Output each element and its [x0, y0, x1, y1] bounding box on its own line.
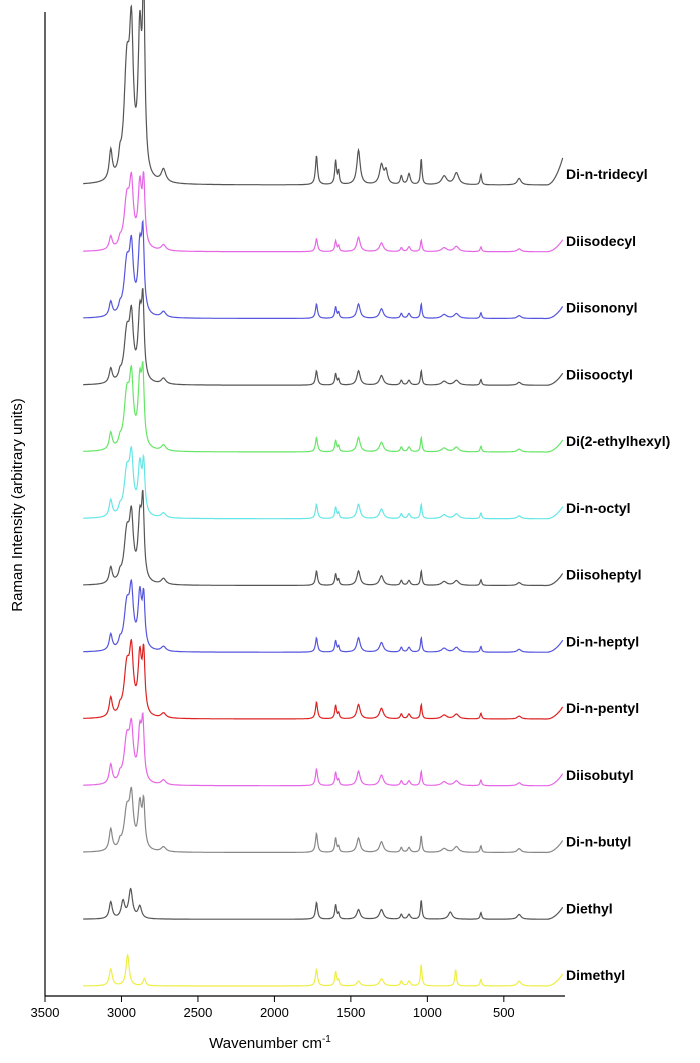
x-tick-label: 3000	[107, 1005, 136, 1020]
y-axis-title: Raman Intensity (arbitrary units)	[9, 398, 26, 611]
x-tick-label: 1000	[413, 1005, 442, 1020]
series-label-8: Di-n-pentyl	[566, 700, 639, 716]
spectrum-line-6	[83, 489, 564, 587]
spectrum-line-3	[83, 288, 564, 386]
series-label-3: Diisooctyl	[566, 366, 633, 382]
spectrum-line-7	[83, 579, 564, 653]
series-label-5: Di-n-octyl	[566, 500, 631, 516]
spectra-traces	[83, 0, 564, 987]
spectrum-line-0	[83, 0, 564, 186]
series-label-12: Dimethyl	[566, 967, 625, 983]
x-tick-label: 500	[493, 1005, 515, 1020]
spectrum-line-5	[83, 445, 564, 520]
series-labels: Di-n-tridecyl Diisodecyl Diisononyl Diisooc…	[566, 166, 670, 983]
series-label-0: Di-n-tridecyl	[566, 166, 648, 182]
x-tick-label: 1500	[336, 1005, 365, 1020]
series-label-2: Diisononyl	[566, 300, 638, 316]
spectrum-line-11	[83, 887, 564, 920]
series-label-10: Di-n-butyl	[566, 834, 631, 850]
x-axis-ticks: 3500 3000 2500 2000 1500 1000 500	[31, 996, 515, 1020]
spectrum-line-4	[83, 360, 564, 453]
spectrum-line-9	[83, 711, 564, 787]
spectrum-line-2	[83, 219, 564, 320]
x-tick-label: 3500	[31, 1005, 60, 1020]
series-label-6: Diisoheptyl	[566, 567, 641, 583]
spectrum-line-1	[83, 171, 564, 253]
spectrum-line-8	[83, 638, 564, 720]
x-tick-label: 2500	[183, 1005, 212, 1020]
series-label-4: Di(2-ethylhexyl)	[566, 433, 670, 449]
x-tick-label: 2000	[260, 1005, 289, 1020]
spectrum-line-10	[83, 786, 564, 854]
series-label-1: Diisodecyl	[566, 233, 636, 249]
series-label-9: Diisobutyl	[566, 767, 634, 783]
series-label-11: Diethyl	[566, 900, 613, 916]
x-axis-title: Wavenumber cm-1	[209, 1034, 331, 1052]
series-label-7: Di-n-heptyl	[566, 633, 639, 649]
spectrum-line-12	[83, 953, 564, 987]
